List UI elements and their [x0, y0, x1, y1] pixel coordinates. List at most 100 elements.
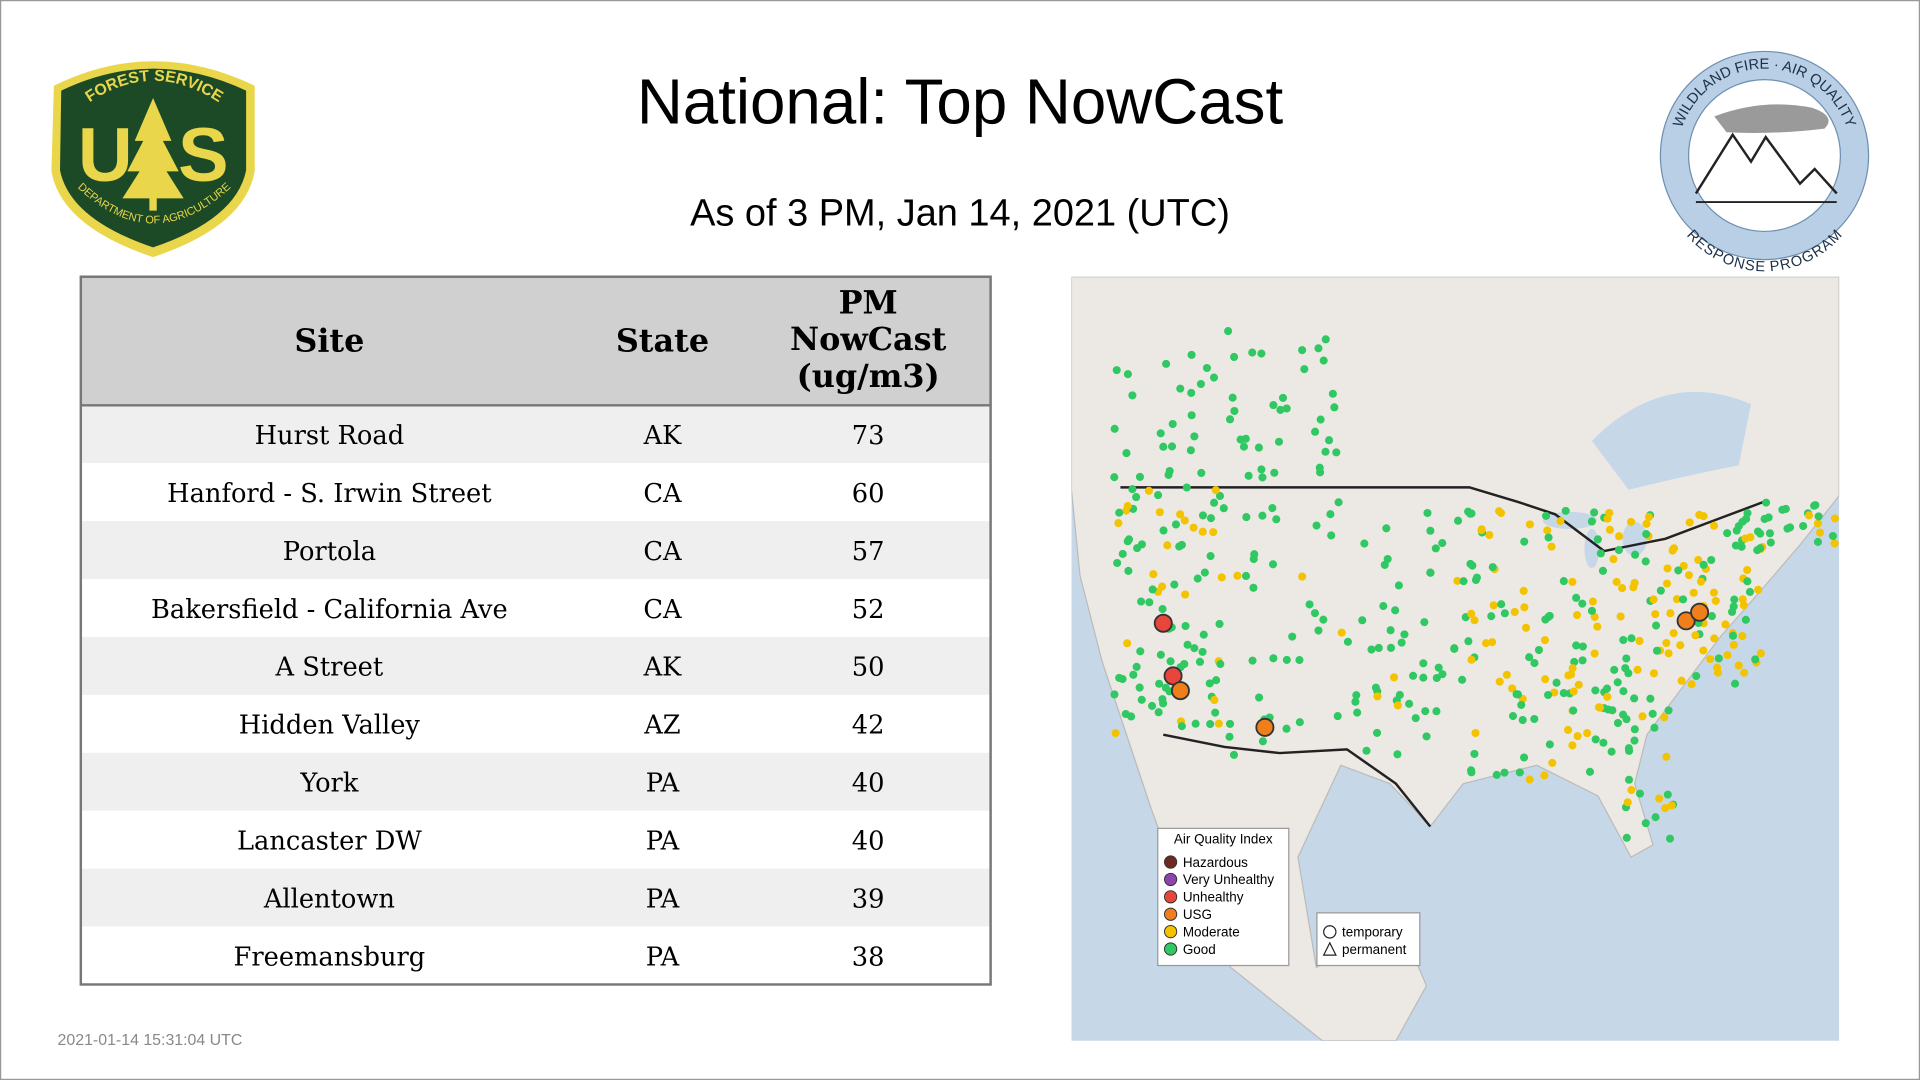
monitor-dot	[1395, 690, 1404, 700]
monitor-dot	[1210, 498, 1219, 507]
monitor-dot	[1434, 663, 1443, 672]
monitor-dot	[1605, 508, 1614, 517]
monitor-dot	[1525, 653, 1534, 662]
monitor-dot	[1627, 634, 1636, 643]
monitor-dot	[1679, 561, 1688, 571]
monitor-dot	[1542, 511, 1551, 520]
monitor-dot	[1696, 577, 1706, 586]
monitor-dot	[1124, 566, 1133, 575]
monitor-dot	[1568, 577, 1577, 586]
row-bg	[80, 521, 991, 580]
monitor-dot	[1212, 676, 1221, 685]
lake	[1584, 528, 1600, 569]
monitor-dot	[1564, 671, 1573, 680]
monitor-dot	[1239, 442, 1249, 451]
monitor-dot	[1629, 583, 1638, 592]
monitor-dot	[1113, 558, 1122, 568]
monitor-dot	[1225, 732, 1234, 741]
monitor-dot	[1662, 638, 1671, 648]
monitor-dot	[1591, 686, 1600, 695]
monitor-dot	[1379, 602, 1388, 611]
monitor-dot	[1508, 712, 1518, 721]
column-header: State	[616, 321, 709, 359]
monitor-dot	[1728, 607, 1737, 616]
monitor-dot	[1635, 636, 1644, 646]
cell: 50	[852, 653, 885, 683]
monitor-dot	[1672, 595, 1681, 604]
monitor-dot	[1467, 655, 1476, 664]
monitor-dot	[1487, 612, 1496, 621]
monitor-dot	[1422, 732, 1431, 741]
monitor-dot	[1622, 654, 1631, 663]
cell: PA	[646, 769, 680, 799]
monitor-dot	[1136, 647, 1145, 656]
monitor-dot	[1534, 645, 1543, 655]
monitor-dot	[1676, 641, 1685, 650]
monitor-dot	[1738, 632, 1747, 641]
row-bg	[80, 463, 991, 522]
monitor-dot	[1278, 393, 1288, 402]
legend-swatch	[1164, 872, 1178, 887]
cell: AK	[643, 653, 683, 683]
monitor-dot	[1200, 568, 1209, 577]
monitor-dot	[1198, 647, 1207, 656]
cell: Freemansburg	[234, 942, 426, 972]
monitor-dot	[1815, 528, 1825, 537]
monitor-dot	[1728, 631, 1738, 640]
monitor-dot	[1374, 643, 1383, 653]
monitor-dot	[1612, 577, 1621, 586]
monitor-dot	[1689, 588, 1698, 597]
monitor-dot	[1373, 728, 1382, 737]
monitor-dot	[1272, 515, 1281, 524]
monitor-dot	[1799, 521, 1808, 531]
monitor-dot	[1540, 771, 1549, 780]
monitor-dot	[1128, 391, 1137, 400]
monitor-dot	[1699, 560, 1708, 569]
cell: CA	[643, 595, 682, 625]
monitor-dot	[1568, 664, 1577, 673]
monitor-dot	[1409, 671, 1418, 680]
monitor-dot	[1165, 466, 1174, 476]
subtitle: As of 3 PM, Jan 14, 2021 (UTC)	[690, 193, 1230, 235]
monitor-dot	[1573, 732, 1582, 741]
monitor-dot	[1328, 389, 1337, 398]
monitor-dot	[1472, 573, 1481, 582]
monitor-dot	[1468, 561, 1477, 570]
monitor-dot	[1168, 419, 1177, 429]
cell: PA	[646, 884, 680, 914]
monitor-dot	[1804, 511, 1814, 520]
monitor-dot	[1743, 509, 1752, 518]
legend-label: USG	[1183, 907, 1212, 922]
monitor-dot	[1764, 513, 1773, 522]
smoke	[1714, 104, 1829, 133]
monitor-dot	[1706, 655, 1715, 664]
monitor-dot	[1353, 708, 1362, 717]
monitor-dot	[1431, 544, 1440, 553]
monitor-dot	[1599, 738, 1608, 747]
monitor-dot	[1667, 801, 1676, 810]
monitor-dot	[1525, 520, 1534, 529]
monitor-dot	[1254, 443, 1263, 452]
monitor-dot	[1520, 753, 1529, 762]
monitor-dot	[1481, 639, 1491, 648]
monitor-dot	[1626, 517, 1636, 526]
monitor-dot	[1530, 714, 1539, 724]
monitor-dot	[1182, 483, 1191, 492]
monitor-dot	[1180, 516, 1189, 525]
monitor-dot	[1765, 529, 1774, 538]
shape-label: permanent	[1342, 942, 1407, 957]
monitor-dot	[1664, 649, 1673, 658]
monitor-dot	[1295, 718, 1304, 727]
monitor-dot	[1729, 640, 1738, 649]
tree	[122, 97, 184, 211]
monitor-dot	[1419, 659, 1428, 668]
monitor-dot	[1373, 692, 1382, 701]
monitor-dot	[1300, 365, 1309, 374]
border	[1120, 486, 1764, 553]
monitor-dot	[1734, 661, 1743, 670]
monitor-dot	[1314, 344, 1323, 353]
monitor-dot	[1193, 574, 1202, 583]
cell: CA	[643, 537, 682, 567]
row-bg	[80, 752, 991, 811]
monitor-dot	[1694, 555, 1703, 564]
